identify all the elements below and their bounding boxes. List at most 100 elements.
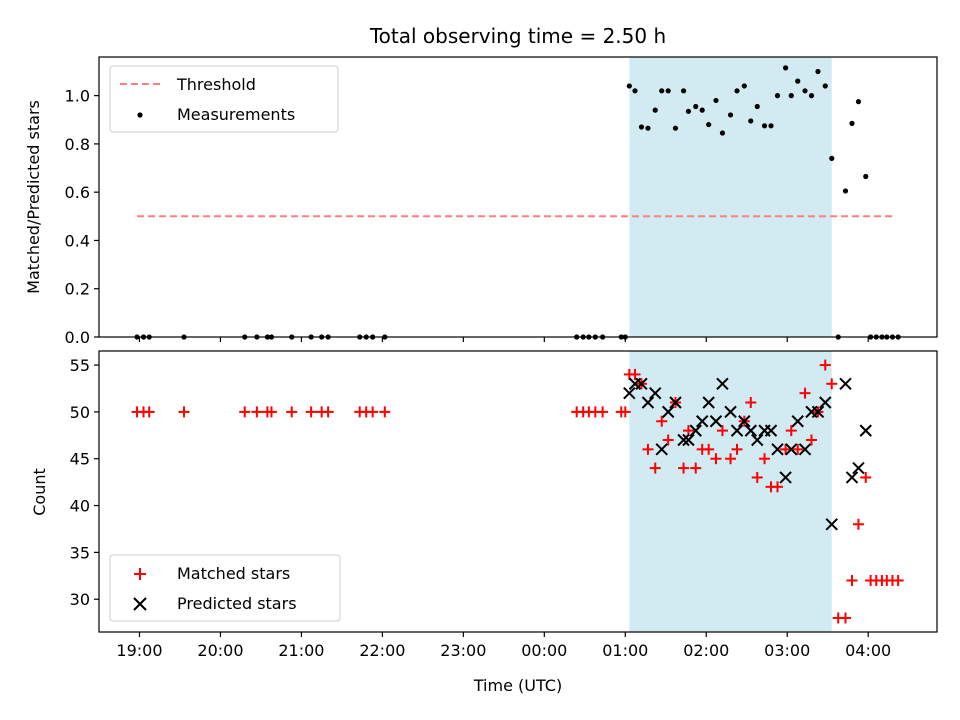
x-tick-label: 02:00 [683, 641, 729, 660]
data-point [802, 88, 808, 94]
data-point [635, 377, 648, 390]
data-point [798, 443, 812, 456]
series-matched-stars [131, 359, 904, 624]
data-point [815, 68, 821, 75]
data-point [846, 574, 858, 586]
data-point [725, 453, 737, 465]
x-tick-label: 20:00 [197, 641, 243, 660]
x-tick-label: 00:00 [521, 641, 567, 660]
data-point [680, 88, 687, 94]
data-point [265, 406, 277, 418]
y-tick-label: 55 [70, 356, 90, 375]
data-point [719, 130, 726, 136]
data-point [703, 443, 715, 455]
data-point [322, 406, 334, 418]
data-point [859, 424, 872, 437]
data-point [780, 443, 792, 455]
data-point [672, 125, 679, 131]
data-point [806, 434, 818, 446]
data-point [638, 124, 645, 130]
data-point [730, 424, 744, 437]
data-point [808, 93, 815, 99]
data-point [716, 377, 729, 390]
y-tick-label: 40 [70, 497, 90, 516]
data-point [863, 173, 869, 180]
data-point [842, 188, 849, 194]
data-point [677, 433, 690, 447]
data-point [771, 481, 783, 493]
chart-title: Total observing time = 2.50 h [369, 24, 666, 48]
data-point [632, 88, 638, 94]
data-point [652, 107, 658, 113]
data-point [699, 107, 705, 113]
data-point [689, 424, 702, 437]
legend-top: Threshold Measurements [109, 65, 339, 133]
y-tick-label: 45 [70, 450, 90, 469]
axes-frame [98, 56, 938, 338]
data-point [678, 462, 690, 474]
data-point [693, 103, 699, 110]
observing-window-shade [629, 57, 832, 337]
data-point [741, 83, 747, 89]
data-point [656, 415, 668, 427]
data-point [690, 462, 702, 474]
data-point [759, 453, 771, 465]
bottom-ylabel: Count [30, 468, 49, 516]
data-point [738, 415, 751, 428]
data-point [706, 121, 712, 128]
data-point [702, 396, 715, 409]
legend-measurements-label: Measurements [177, 105, 295, 124]
data-point [305, 406, 317, 418]
y-tick-label: 35 [70, 543, 90, 562]
x-tick-label: 22:00 [359, 641, 405, 660]
data-point [239, 406, 251, 418]
data-point [645, 125, 651, 131]
data-point [791, 415, 804, 428]
data-point [623, 386, 636, 400]
data-point [761, 123, 768, 129]
top-ylabel: Matched/Predicted stars [24, 100, 43, 294]
data-point [713, 97, 719, 104]
data-point [619, 406, 631, 418]
data-point [731, 443, 743, 455]
data-point [782, 65, 789, 71]
y-tick-label: 0.8 [65, 135, 90, 154]
y-tick-label: 1.0 [65, 87, 90, 106]
bottom-panel: 30 35 40 45 50 55 19:00 20:00 21:00 22:00 23:00 00:… [70, 350, 938, 660]
data-point [860, 471, 872, 483]
data-point [642, 443, 654, 455]
data-point [629, 368, 641, 380]
data-point [745, 397, 757, 409]
data-point [178, 406, 190, 418]
legend-predicted-swatch [133, 597, 147, 611]
data-point [764, 424, 778, 437]
data-point [825, 518, 838, 531]
data-point [626, 83, 632, 89]
x-tick-label: 19:00 [116, 641, 162, 660]
data-point [829, 155, 835, 161]
data-point [379, 406, 391, 418]
data-point [852, 518, 864, 530]
top-panel: 0.0 0.2 0.4 0.6 0.8 1.0 [65, 56, 938, 347]
data-point [744, 424, 757, 437]
x-tick-label: 01:00 [602, 641, 648, 660]
data-point [709, 415, 723, 428]
legend-measurements-swatch [137, 112, 143, 118]
series-predicted-stars [623, 377, 872, 531]
data-point [286, 406, 298, 418]
data-point [727, 112, 734, 118]
y-tick-label: 0.6 [65, 183, 90, 202]
data-point [751, 433, 764, 447]
x-axis-label: Time (UTC) [473, 676, 562, 695]
y-tick-label: 0.4 [65, 231, 90, 250]
data-point [251, 406, 263, 418]
y-tick-label: 30 [70, 590, 90, 609]
data-point [839, 377, 852, 390]
data-point [774, 93, 781, 99]
data-point [669, 396, 682, 409]
data-point [659, 88, 665, 94]
x-tick-label: 04:00 [845, 641, 891, 660]
legend-matched-swatch [134, 568, 146, 580]
data-point [754, 103, 760, 110]
